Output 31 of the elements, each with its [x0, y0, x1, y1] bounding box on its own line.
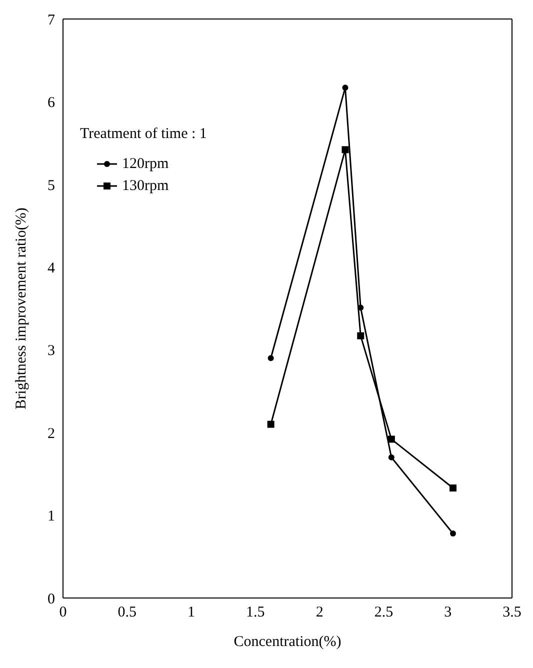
y-tick-label: 5 [48, 178, 55, 194]
x-tick-label: 3.5 [502, 604, 522, 621]
y-tick-label: 6 [48, 95, 56, 112]
point [267, 420, 274, 428]
point [449, 484, 456, 492]
y-tick-label: 3 [48, 343, 55, 360]
x-tick-label: 2 [316, 604, 324, 621]
x-tick-label: 1 [188, 604, 196, 621]
legend-label: 120rpm [122, 156, 169, 172]
point [342, 84, 348, 91]
point [388, 436, 395, 443]
point [342, 146, 349, 154]
y-tick-label: 7 [48, 12, 56, 28]
y-tick-label: 0 [48, 591, 55, 608]
x-tick-label: 2.5 [374, 604, 394, 621]
y-tick-label: 4 [48, 260, 56, 276]
x-tick-label: 0 [59, 604, 67, 621]
legend-label: 130rpm [122, 178, 169, 194]
point [358, 304, 364, 311]
x-tick-label: 3 [444, 604, 452, 621]
point [357, 332, 364, 340]
y-axis-title: Brightness improvement ratio(%) [13, 208, 30, 410]
x-tick-label: 1.5 [246, 604, 265, 621]
point [268, 355, 274, 362]
legend-title: Treatment of time : 1 [80, 126, 207, 143]
point [450, 530, 456, 536]
x-axis-title: Concentration(%) [234, 634, 342, 650]
y-tick-label: 2 [48, 426, 55, 442]
point [388, 454, 394, 460]
x-tick-label: 0.5 [118, 604, 137, 621]
y-tick-label: 1 [48, 508, 55, 525]
